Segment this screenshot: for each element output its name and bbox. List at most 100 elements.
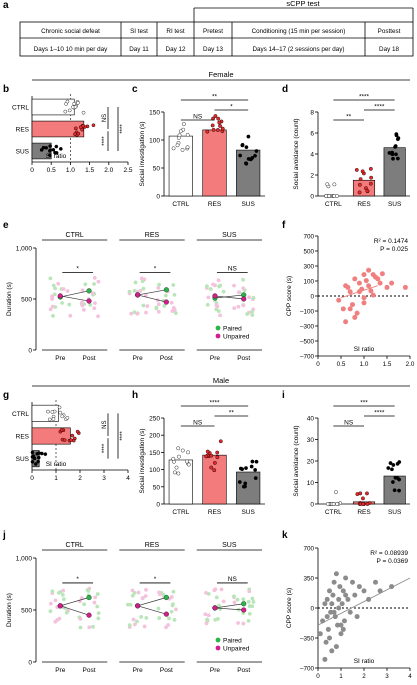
data-point — [74, 126, 78, 131]
data-point — [343, 592, 349, 598]
data-point — [88, 302, 93, 307]
sig-label: NS — [102, 114, 108, 122]
data-point — [375, 276, 381, 282]
x-tick-label: 1 — [339, 673, 343, 680]
sig-label: **** — [374, 104, 385, 111]
data-point — [128, 602, 133, 607]
data-point — [365, 491, 369, 496]
data-point — [64, 610, 69, 615]
data-point — [73, 132, 77, 136]
category-label: SUS — [16, 149, 30, 156]
x-tick-label: 2.5 — [123, 167, 132, 174]
data-point — [141, 286, 146, 291]
x-tick-label: 0 — [30, 167, 34, 174]
timeline-day: Day 13 — [203, 46, 223, 53]
data-point — [95, 592, 100, 596]
data-point — [216, 128, 220, 132]
x-tick-label: Pre — [55, 667, 66, 674]
bar — [31, 404, 59, 422]
data-point — [185, 459, 189, 464]
y-tick-label: 0 — [310, 294, 314, 301]
sig-label: **** — [209, 400, 220, 407]
data-point — [48, 307, 53, 312]
data-point — [48, 609, 53, 614]
data-point — [352, 314, 358, 320]
timeline-day: Day 12 — [166, 46, 186, 53]
data-point — [57, 616, 62, 621]
y-tick-label: –500 — [300, 339, 315, 346]
x-tick-label: 0.5 — [47, 167, 56, 174]
data-point — [167, 616, 171, 621]
panel-letter-a: a — [3, 0, 9, 11]
x-tick-label: 0 — [316, 673, 320, 680]
data-point — [396, 136, 401, 141]
data-point — [206, 295, 211, 300]
data-point — [132, 310, 137, 315]
data-point — [92, 282, 96, 286]
data-point — [368, 288, 374, 294]
data-point — [185, 133, 190, 137]
y-tick-label: 350 — [303, 576, 314, 583]
panel-letter-f: f — [282, 220, 286, 231]
data-point — [50, 295, 55, 300]
sig-label: NS — [228, 265, 238, 272]
data-point — [331, 502, 336, 506]
data-point — [330, 592, 336, 598]
data-point — [185, 145, 190, 150]
data-point — [53, 598, 58, 603]
data-point — [392, 488, 397, 493]
data-point — [51, 283, 56, 288]
data-point — [39, 148, 44, 152]
data-point — [156, 309, 161, 314]
data-point — [212, 460, 217, 465]
data-point — [220, 126, 225, 131]
data-point — [47, 417, 52, 422]
x-tick-label: Pre — [133, 355, 144, 362]
data-point — [57, 405, 62, 410]
data-point — [127, 623, 132, 628]
sig-label: ** — [346, 114, 352, 121]
data-point — [135, 311, 140, 316]
timeline-day: Days 14–17 (2 sessions per day) — [252, 46, 344, 53]
data-point — [211, 282, 215, 287]
data-point — [205, 302, 210, 307]
data-point — [221, 289, 226, 294]
y-tick-label: –350 — [300, 636, 315, 643]
data-point — [163, 293, 168, 298]
data-point — [329, 601, 335, 607]
timeline-header: SI test — [130, 28, 148, 35]
data-point — [253, 467, 258, 472]
y-tick-label: 0 — [156, 502, 160, 509]
data-point — [36, 459, 40, 464]
data-point — [90, 291, 95, 296]
group-label: SUS — [222, 542, 237, 549]
data-point — [335, 622, 341, 628]
data-point — [58, 410, 63, 415]
data-point — [343, 283, 349, 289]
series-line-unpaired — [137, 294, 167, 303]
y-tick-label: 0 — [310, 606, 314, 613]
timeline-day: Day 11 — [129, 46, 149, 53]
series-mean-unpaired — [86, 612, 92, 618]
data-point — [354, 310, 360, 316]
bar — [202, 454, 227, 505]
data-point — [366, 267, 372, 273]
sig-label: NS — [228, 576, 238, 583]
y-tick-label: 10 — [307, 480, 315, 487]
group-label: SUS — [222, 232, 237, 239]
series-line-unpaired — [214, 607, 244, 611]
data-point — [241, 484, 246, 489]
data-point — [246, 618, 251, 623]
series-mean-unpaired — [212, 293, 218, 299]
series-line-paired — [137, 289, 167, 296]
data-point — [338, 622, 344, 628]
data-point — [175, 143, 180, 148]
data-point — [360, 169, 365, 174]
y-tick-label: 0 — [28, 348, 32, 355]
data-point — [48, 601, 53, 606]
data-point — [361, 272, 367, 278]
y-axis-label: CPP score (s) — [286, 276, 293, 316]
data-point — [48, 276, 53, 281]
data-point — [92, 600, 97, 605]
x-tick-label: 0 — [316, 361, 320, 368]
